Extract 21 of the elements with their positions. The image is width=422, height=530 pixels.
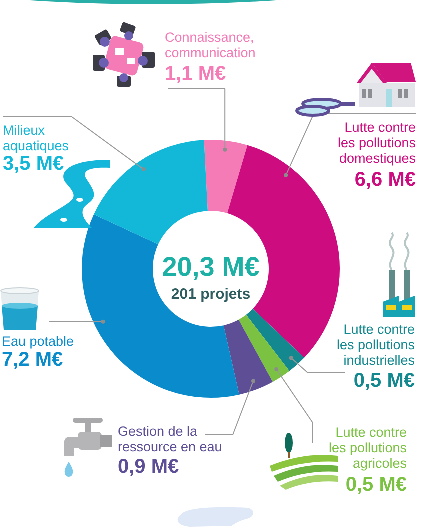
donut-slice — [94, 140, 208, 245]
donut-slice — [224, 320, 273, 395]
data-label: 0,5 M€ — [354, 370, 415, 392]
data-label: 3,5 M€ — [3, 153, 64, 175]
data-label: 6,6 M€ — [354, 169, 416, 191]
data-label: 0,9 M€ — [118, 456, 180, 478]
slice-label: Milieux aquatiques — [3, 123, 70, 154]
slice-label: Lutte contre les pollutions domestiques — [338, 120, 416, 166]
donut-slice — [238, 314, 290, 382]
donut-slice — [204, 140, 248, 214]
text: 201 projets — [171, 286, 251, 303]
slice-label: Gestion de la ressource en eau — [118, 424, 222, 454]
slice-label: Lutte contre les pollutions industrielles — [336, 322, 416, 368]
data-label: 1,1 M€ — [165, 63, 226, 85]
data-label: 7,2 M€ — [2, 349, 64, 371]
slice-label: Lutte contre les pollutions agricoles — [328, 425, 408, 471]
data-label: 0,5 M€ — [346, 474, 407, 496]
text: 20,3 M€ — [162, 252, 260, 282]
slice-label: Eau potable — [2, 334, 74, 349]
donut-slice — [246, 308, 304, 372]
slice-label: Connaissance, communication — [165, 30, 256, 60]
